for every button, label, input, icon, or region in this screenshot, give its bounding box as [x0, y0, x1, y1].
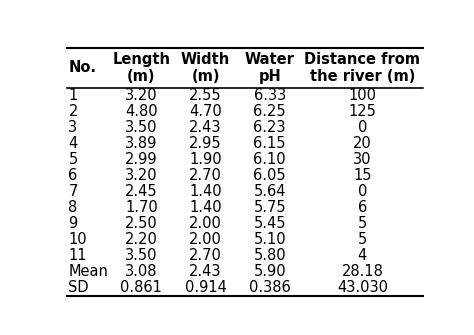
Text: 6.05: 6.05 — [254, 168, 286, 183]
Text: 100: 100 — [348, 88, 376, 104]
Text: 3.50: 3.50 — [125, 248, 158, 263]
Text: 6: 6 — [68, 168, 78, 183]
Text: 5.64: 5.64 — [254, 184, 286, 199]
Text: 4.80: 4.80 — [125, 105, 158, 119]
Text: 15: 15 — [353, 168, 372, 183]
Text: 6.15: 6.15 — [254, 136, 286, 151]
Text: 0.861: 0.861 — [120, 280, 163, 295]
Text: 2.43: 2.43 — [189, 264, 222, 279]
Text: 5: 5 — [358, 232, 367, 247]
Text: 1.40: 1.40 — [189, 184, 222, 199]
Text: 28.18: 28.18 — [341, 264, 383, 279]
Text: 2.70: 2.70 — [189, 248, 222, 263]
Text: 5.80: 5.80 — [254, 248, 286, 263]
Text: 5: 5 — [358, 216, 367, 231]
Text: 1: 1 — [68, 88, 78, 104]
Text: 8: 8 — [68, 200, 78, 215]
Text: 3.50: 3.50 — [125, 120, 158, 135]
Text: 2.00: 2.00 — [189, 232, 222, 247]
Text: 1.90: 1.90 — [189, 152, 222, 167]
Text: 2: 2 — [68, 105, 78, 119]
Text: Distance from
the river (m): Distance from the river (m) — [304, 52, 420, 84]
Text: 30: 30 — [353, 152, 372, 167]
Text: 5.10: 5.10 — [254, 232, 286, 247]
Text: 10: 10 — [68, 232, 87, 247]
Text: 0.386: 0.386 — [249, 280, 291, 295]
Text: 6.33: 6.33 — [254, 88, 286, 104]
Text: 1.40: 1.40 — [189, 200, 222, 215]
Text: 7: 7 — [68, 184, 78, 199]
Text: 9: 9 — [68, 216, 78, 231]
Text: SD: SD — [68, 280, 89, 295]
Text: 43.030: 43.030 — [337, 280, 388, 295]
Text: 6.25: 6.25 — [254, 105, 286, 119]
Text: 0.914: 0.914 — [185, 280, 227, 295]
Text: 3.89: 3.89 — [125, 136, 158, 151]
Text: 2.50: 2.50 — [125, 216, 158, 231]
Text: 3.20: 3.20 — [125, 88, 158, 104]
Text: 5.75: 5.75 — [254, 200, 286, 215]
Text: 2.55: 2.55 — [189, 88, 222, 104]
Text: 6: 6 — [358, 200, 367, 215]
Text: 3: 3 — [68, 120, 78, 135]
Text: 2.43: 2.43 — [189, 120, 222, 135]
Text: 3.20: 3.20 — [125, 168, 158, 183]
Text: 4: 4 — [68, 136, 78, 151]
Text: 2.45: 2.45 — [125, 184, 158, 199]
Text: 2.20: 2.20 — [125, 232, 158, 247]
Text: 2.99: 2.99 — [125, 152, 158, 167]
Text: 2.00: 2.00 — [189, 216, 222, 231]
Text: Width
(m): Width (m) — [181, 52, 230, 84]
Text: 5.90: 5.90 — [254, 264, 286, 279]
Text: 125: 125 — [348, 105, 376, 119]
Text: Length
(m): Length (m) — [112, 52, 171, 84]
Text: 2.95: 2.95 — [189, 136, 222, 151]
Text: 11: 11 — [68, 248, 87, 263]
Text: 0: 0 — [358, 184, 367, 199]
Text: 6.23: 6.23 — [254, 120, 286, 135]
Text: 5: 5 — [68, 152, 78, 167]
Text: 2.70: 2.70 — [189, 168, 222, 183]
Text: Water
pH: Water pH — [245, 52, 295, 84]
Text: 3.08: 3.08 — [125, 264, 158, 279]
Text: 4: 4 — [358, 248, 367, 263]
Text: 6.10: 6.10 — [254, 152, 286, 167]
Text: 1.70: 1.70 — [125, 200, 158, 215]
Text: 20: 20 — [353, 136, 372, 151]
Text: 0: 0 — [358, 120, 367, 135]
Text: Mean: Mean — [68, 264, 108, 279]
Text: No.: No. — [68, 60, 96, 75]
Text: 4.70: 4.70 — [189, 105, 222, 119]
Text: 5.45: 5.45 — [254, 216, 286, 231]
